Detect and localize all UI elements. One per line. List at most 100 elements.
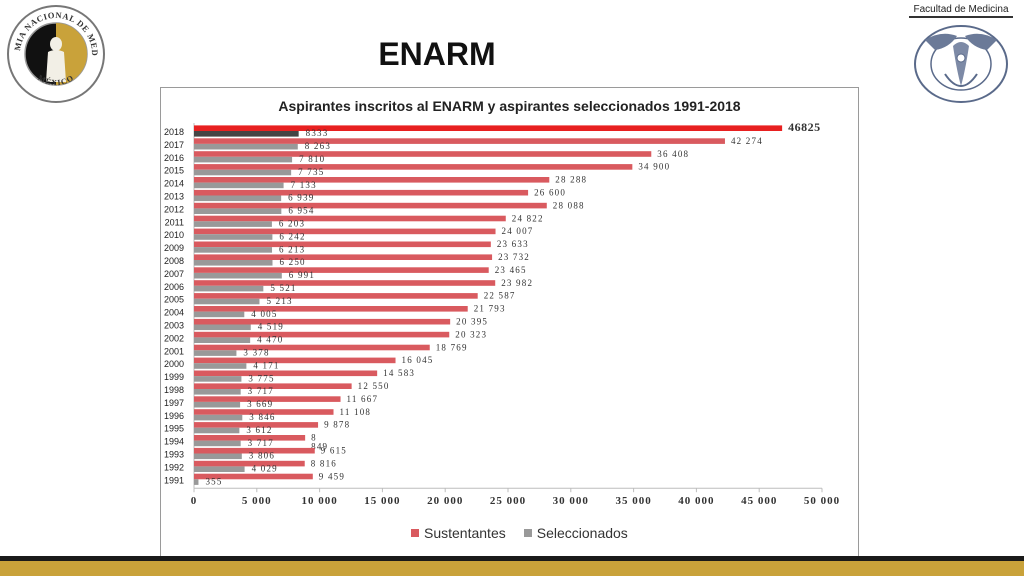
bar-sustentantes xyxy=(194,293,478,299)
bar-sustentantes xyxy=(194,189,529,196)
data-label-seleccionados: 3 378 xyxy=(243,348,269,358)
svg-text:MÉXICO: MÉXICO xyxy=(36,73,75,87)
bar-seleccionados xyxy=(194,376,242,382)
bar-sustentantes xyxy=(194,473,313,480)
bar-seleccionados xyxy=(194,143,298,150)
data-label-seleccionados: 6 991 xyxy=(289,270,315,280)
y-category-label: 2003 xyxy=(164,320,184,330)
bar-seleccionados xyxy=(194,337,251,343)
data-label-sustentantes: 24 007 xyxy=(502,226,534,236)
data-label-sustentantes: 18 769 xyxy=(436,342,468,352)
data-label-seleccionados: 6 213 xyxy=(279,244,305,254)
bar-sustentantes xyxy=(194,306,468,312)
data-label-sustentantes: 23 732 xyxy=(498,252,530,262)
y-category-label: 2012 xyxy=(164,204,184,214)
bar-seleccionados xyxy=(194,389,241,395)
data-label-seleccionados: 3 846 xyxy=(249,412,275,422)
bar-seleccionados xyxy=(194,247,273,253)
data-label-seleccionados: 6 203 xyxy=(279,219,305,229)
slide-title: ENARM xyxy=(378,36,496,72)
y-category-label: 1999 xyxy=(164,372,184,382)
chart-title: Aspirantes inscritos al ENARM y aspirant… xyxy=(278,98,741,114)
bar-seleccionados xyxy=(194,285,264,292)
bar-sustentantes xyxy=(194,280,496,286)
legend-label-seleccionados: Seleccionados xyxy=(536,525,628,541)
bar-seleccionados xyxy=(194,427,240,434)
y-category-label: 1996 xyxy=(164,411,184,421)
chart-legend: Sustentantes Seleccionados xyxy=(411,525,628,541)
data-label-sustentantes: 21 793 xyxy=(474,304,506,314)
data-label-sustentantes: 20 323 xyxy=(455,329,487,339)
bar-sustentantes xyxy=(194,164,633,170)
bar-seleccionados xyxy=(194,260,273,266)
y-category-label: 2017 xyxy=(164,140,184,150)
bar-seleccionados xyxy=(194,453,242,460)
data-label-seleccionados: 3 612 xyxy=(246,425,272,435)
legend-swatch-sustentantes xyxy=(411,529,419,537)
y-category-label: 1997 xyxy=(164,398,184,408)
bar-sustentantes xyxy=(194,357,396,364)
y-category-label: 1998 xyxy=(164,385,184,395)
x-tick-label: 0 xyxy=(191,495,198,507)
x-tick-label: 50 000 xyxy=(804,495,840,507)
data-label-sustentantes: 34 900 xyxy=(638,162,670,172)
data-label-seleccionados: 3 669 xyxy=(247,399,273,409)
y-category-label: 2005 xyxy=(164,295,184,305)
y-category-label: 2004 xyxy=(164,308,184,318)
bar-seleccionados xyxy=(194,208,282,214)
data-label-sustentantes: 14 583 xyxy=(383,368,415,378)
bar-sustentantes xyxy=(194,318,451,325)
data-label-seleccionados: 4 029 xyxy=(252,464,278,474)
bar-seleccionados xyxy=(194,401,241,408)
x-tick-label: 30 000 xyxy=(553,495,589,507)
y-category-label: 2002 xyxy=(164,333,184,343)
bar-seleccionados xyxy=(194,440,241,447)
bar-seleccionados xyxy=(194,221,272,227)
bar-sustentantes xyxy=(194,215,506,222)
data-label-sustentantes: 9 615 xyxy=(321,446,347,456)
bar-sustentantes xyxy=(194,151,652,157)
facultad-logo: Facultad de Medicina xyxy=(905,2,1017,106)
data-label-seleccionados: 6 250 xyxy=(280,257,306,267)
data-label-sustentantes: 9 878 xyxy=(324,420,350,430)
data-label-seleccionados: 3 717 xyxy=(248,438,274,448)
y-category-label: 2015 xyxy=(164,166,184,176)
bar-sustentantes xyxy=(194,460,305,467)
data-label-seleccionados: 7 810 xyxy=(299,154,325,164)
x-tick-label: 40 000 xyxy=(678,495,714,507)
y-category-label: 2006 xyxy=(164,282,184,292)
bar-seleccionados xyxy=(194,350,237,356)
y-category-label: 1993 xyxy=(164,449,184,459)
data-label-sustentantes: 16 045 xyxy=(402,355,434,365)
academia-logo: ACADEMIA NACIONAL DE MEDICINA MÉXICO xyxy=(3,0,106,104)
data-label-seleccionados: 4 005 xyxy=(251,309,277,319)
bar-sustentantes xyxy=(194,177,550,183)
chart-container: Aspirantes inscritos al ENARM y aspirant… xyxy=(160,87,859,568)
bar-sustentantes xyxy=(194,422,319,428)
bar-seleccionados xyxy=(194,195,282,202)
x-tick-label: 35 000 xyxy=(615,495,651,507)
chart-axes: 0 5 000 10 000 15 000 20 000 25 000 30 000 35 0… xyxy=(164,123,840,507)
bar-seleccionados xyxy=(194,156,293,163)
x-tick-label: 5 000 xyxy=(242,495,272,507)
data-label-sustentantes: 11 108 xyxy=(340,407,372,417)
facultad-logo-label: Facultad de Medicina xyxy=(913,4,1009,15)
bar-chart: 0 5 000 10 000 15 000 20 000 25 000 30 000 35 0… xyxy=(164,120,840,507)
bar-seleccionados xyxy=(194,363,247,369)
y-category-label: 2010 xyxy=(164,230,184,240)
academia-seal-icon: ACADEMIA NACIONAL DE MEDICINA MÉXICO xyxy=(3,0,105,103)
data-label-sustentantes: 8 816 xyxy=(311,458,337,468)
bar-sustentantes xyxy=(194,254,493,260)
bar-sustentantes xyxy=(194,331,450,338)
y-category-label: 2016 xyxy=(164,153,184,163)
bar-sustentantes xyxy=(194,435,306,441)
legend-item-sustentantes: Sustentantes xyxy=(411,525,506,541)
bar-sustentantes xyxy=(194,344,430,351)
data-label-sustentantes: 24 822 xyxy=(512,213,544,223)
bar-seleccionados xyxy=(194,182,284,189)
data-label-sustentantes: 28 288 xyxy=(555,175,587,185)
data-label-sustentantes: 36 408 xyxy=(657,149,689,159)
y-category-label: 2013 xyxy=(164,191,184,201)
data-label-seleccionados: 7 735 xyxy=(298,167,324,177)
legend-item-seleccionados: Seleccionados xyxy=(523,525,628,541)
